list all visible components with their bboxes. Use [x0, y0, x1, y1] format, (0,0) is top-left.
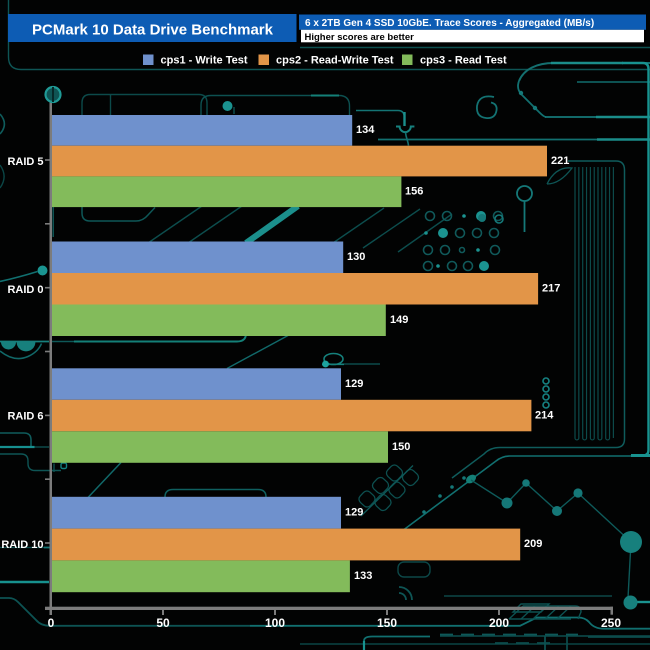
svg-text:250: 250 [601, 616, 621, 630]
svg-text:RAID 10: RAID 10 [1, 539, 43, 551]
svg-text:RAID 0: RAID 0 [7, 284, 43, 296]
svg-text:133: 133 [354, 570, 372, 582]
svg-text:cps1 - Write Test: cps1 - Write Test [161, 55, 248, 67]
svg-text:6 x 2TB Gen 4 SSD 10GbE. Trace: 6 x 2TB Gen 4 SSD 10GbE. Trace Scores - … [305, 18, 594, 29]
svg-text:RAID 6: RAID 6 [7, 411, 43, 423]
svg-text:150: 150 [392, 441, 410, 453]
svg-text:200: 200 [489, 616, 509, 630]
svg-text:130: 130 [347, 251, 365, 263]
svg-text:cps2 - Read-Write Test: cps2 - Read-Write Test [276, 55, 394, 67]
svg-text:209: 209 [524, 538, 542, 550]
svg-text:149: 149 [390, 314, 408, 326]
svg-text:100: 100 [265, 616, 285, 630]
svg-text:Higher scores are better: Higher scores are better [305, 32, 415, 43]
svg-text:cps3 - Read Test: cps3 - Read Test [420, 55, 507, 67]
svg-text:PCMark 10 Data Drive Benchmark: PCMark 10 Data Drive Benchmark [32, 21, 274, 38]
svg-text:214: 214 [535, 409, 554, 421]
svg-text:134: 134 [356, 124, 375, 136]
svg-text:RAID 5: RAID 5 [7, 156, 43, 168]
svg-text:221: 221 [551, 155, 569, 167]
svg-text:50: 50 [156, 616, 170, 630]
svg-text:217: 217 [542, 283, 560, 295]
svg-text:129: 129 [345, 506, 363, 518]
svg-text:150: 150 [377, 616, 397, 630]
svg-text:156: 156 [405, 186, 423, 198]
svg-text:129: 129 [345, 378, 363, 390]
svg-text:0: 0 [48, 616, 55, 630]
